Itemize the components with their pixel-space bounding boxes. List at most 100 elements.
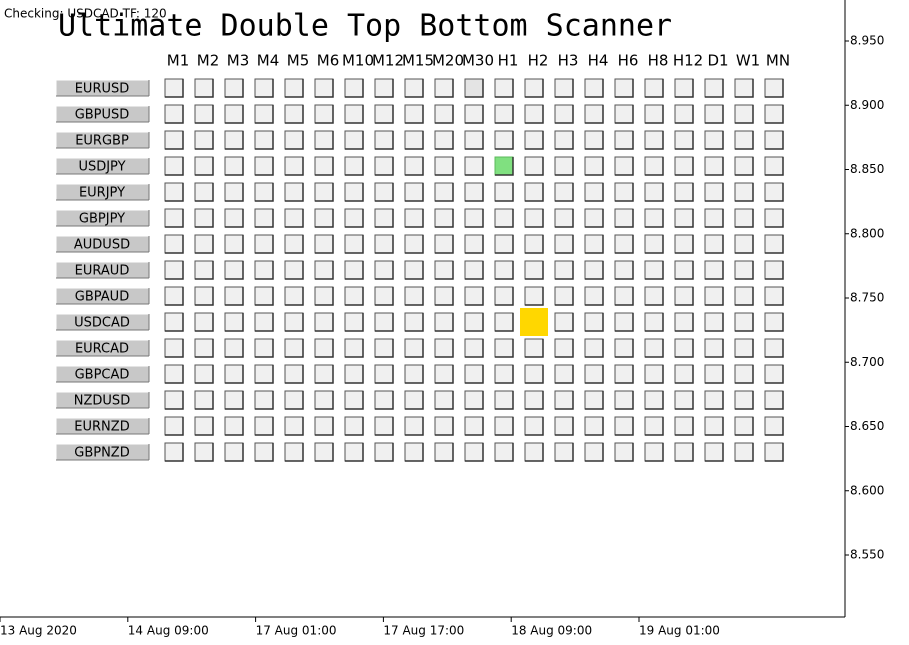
symbol-label[interactable]: EURUSD (75, 82, 130, 97)
scan-cell[interactable] (254, 130, 274, 150)
scan-cell[interactable] (164, 442, 184, 462)
scan-cell[interactable] (554, 364, 574, 384)
scan-cell[interactable] (764, 390, 784, 410)
symbol-label[interactable]: GBPNZD (74, 446, 129, 461)
scan-cell[interactable] (584, 78, 604, 98)
scan-cell[interactable] (194, 208, 214, 228)
scan-cell[interactable] (734, 312, 754, 332)
scan-cell[interactable] (644, 286, 664, 306)
scan-cell[interactable] (524, 286, 544, 306)
scan-cell[interactable] (614, 208, 634, 228)
scan-cell[interactable] (584, 208, 604, 228)
scan-cell[interactable] (464, 130, 484, 150)
scan-cell[interactable] (554, 208, 574, 228)
scan-cell[interactable] (164, 390, 184, 410)
scan-cell[interactable] (734, 442, 754, 462)
scan-cell[interactable] (164, 312, 184, 332)
scan-cell[interactable] (314, 130, 334, 150)
scan-cell[interactable] (554, 390, 574, 410)
scan-cell[interactable] (614, 156, 634, 176)
scan-cell[interactable] (554, 260, 574, 280)
symbol-label[interactable]: EURJPY (79, 186, 125, 201)
scan-cell[interactable] (584, 364, 604, 384)
scan-cell[interactable] (254, 312, 274, 332)
scan-cell[interactable] (734, 364, 754, 384)
scan-cell[interactable] (764, 208, 784, 228)
scan-cell[interactable] (374, 208, 394, 228)
scan-cell[interactable] (254, 182, 274, 202)
scan-cell[interactable] (284, 286, 304, 306)
scan-cell[interactable] (314, 234, 334, 254)
scan-cell[interactable] (284, 364, 304, 384)
scan-cell[interactable] (284, 260, 304, 280)
scan-cell[interactable] (314, 390, 334, 410)
scan-cell[interactable] (494, 364, 514, 384)
scan-cell[interactable] (614, 130, 634, 150)
scan-cell[interactable] (374, 312, 394, 332)
scan-cell[interactable] (524, 130, 544, 150)
scan-cell[interactable] (314, 78, 334, 98)
scan-cell[interactable] (404, 156, 424, 176)
scan-cell[interactable] (674, 208, 694, 228)
scan-cell[interactable] (254, 390, 274, 410)
scan-cell[interactable] (644, 130, 664, 150)
scan-cell[interactable] (164, 234, 184, 254)
scan-cell[interactable] (494, 416, 514, 436)
scan-cell[interactable] (284, 234, 304, 254)
scan-cell[interactable] (734, 208, 754, 228)
scan-cell[interactable] (224, 416, 244, 436)
scan-cell[interactable] (704, 78, 724, 98)
scan-cell[interactable] (224, 234, 244, 254)
scan-cell[interactable] (644, 260, 664, 280)
scan-cell[interactable] (404, 208, 424, 228)
scan-cell[interactable] (704, 390, 724, 410)
scan-cell[interactable] (464, 390, 484, 410)
scan-cell[interactable] (224, 104, 244, 124)
scan-cell[interactable] (614, 312, 634, 332)
scan-cell[interactable] (524, 234, 544, 254)
scan-cell[interactable] (314, 208, 334, 228)
scan-cell[interactable] (434, 208, 454, 228)
scan-cell[interactable] (584, 104, 604, 124)
scan-cell[interactable] (284, 156, 304, 176)
scan-cell[interactable] (374, 260, 394, 280)
scan-cell[interactable] (520, 308, 548, 336)
scan-cell[interactable] (644, 182, 664, 202)
scan-cell[interactable] (344, 156, 364, 176)
scan-cell[interactable] (194, 338, 214, 358)
scan-cell[interactable] (194, 390, 214, 410)
scan-cell[interactable] (614, 78, 634, 98)
scan-cell[interactable] (374, 286, 394, 306)
scan-cell[interactable] (344, 104, 364, 124)
scan-cell[interactable] (224, 390, 244, 410)
scan-cell[interactable] (524, 208, 544, 228)
scan-cell[interactable] (224, 312, 244, 332)
scan-cell[interactable] (734, 130, 754, 150)
scan-cell[interactable] (494, 442, 514, 462)
scan-cell[interactable] (464, 234, 484, 254)
scan-cell[interactable] (314, 312, 334, 332)
scan-cell[interactable] (284, 104, 304, 124)
scan-cell[interactable] (434, 234, 454, 254)
scan-cell[interactable] (374, 156, 394, 176)
scan-cell[interactable] (734, 416, 754, 436)
scan-cell[interactable] (614, 234, 634, 254)
scan-cell[interactable] (614, 182, 634, 202)
scan-cell[interactable] (284, 390, 304, 410)
scan-cell[interactable] (644, 416, 664, 436)
scan-cell[interactable] (704, 104, 724, 124)
scan-cell[interactable] (194, 364, 214, 384)
scan-cell[interactable] (434, 442, 454, 462)
scan-cell[interactable] (254, 442, 274, 462)
scan-cell[interactable] (554, 130, 574, 150)
scan-cell[interactable] (254, 208, 274, 228)
scan-cell[interactable] (284, 442, 304, 462)
scan-cell[interactable] (494, 312, 514, 332)
symbol-label[interactable]: GBPCAD (75, 368, 130, 383)
scan-cell[interactable] (644, 156, 664, 176)
scan-cell[interactable] (614, 338, 634, 358)
scan-cell[interactable] (674, 312, 694, 332)
scan-cell[interactable] (164, 286, 184, 306)
scan-cell[interactable] (314, 286, 334, 306)
scan-cell[interactable] (224, 260, 244, 280)
